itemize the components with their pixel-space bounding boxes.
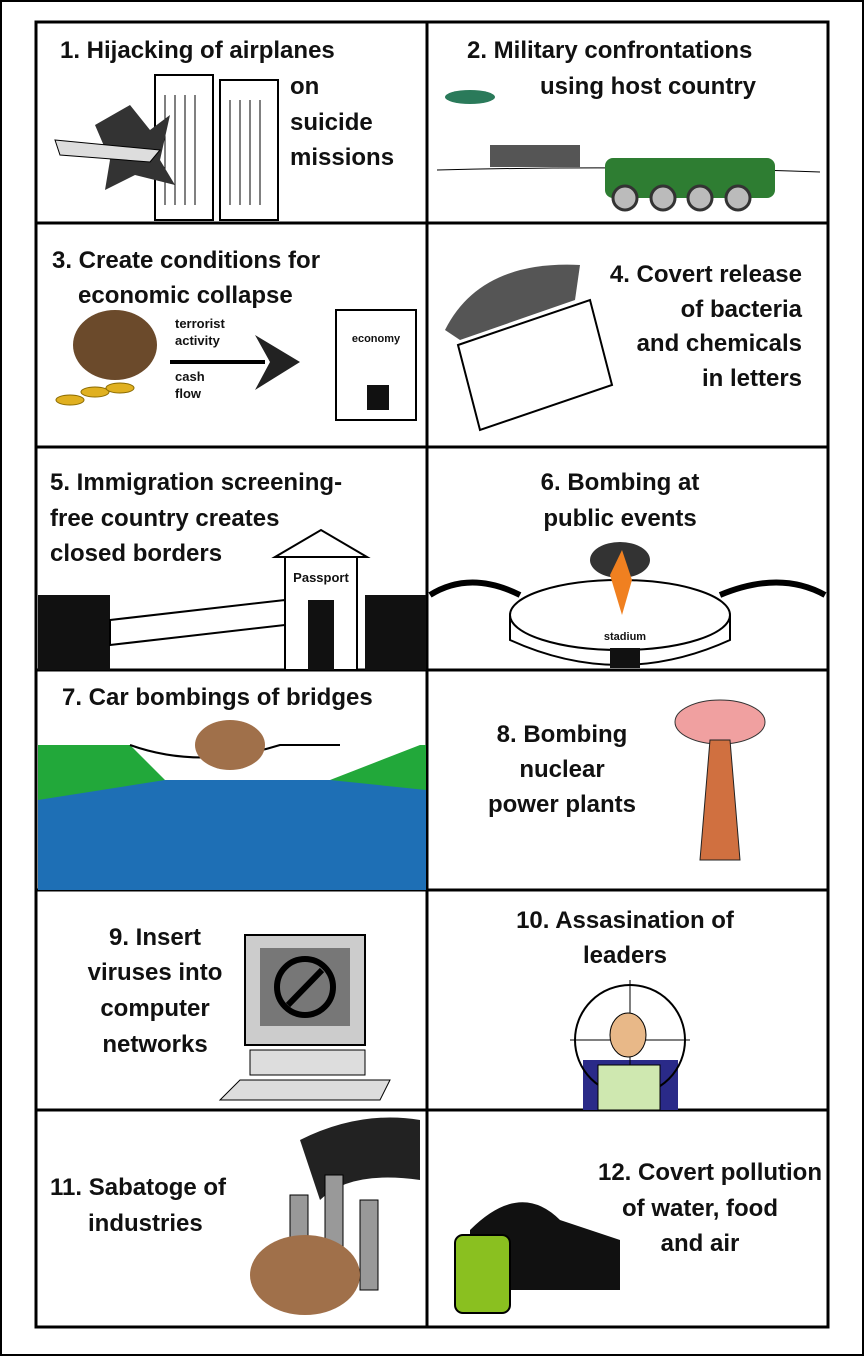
panel-title: and air xyxy=(661,1230,740,1257)
label: stadium xyxy=(604,631,646,643)
panel-title: nuclear xyxy=(519,756,604,783)
label: terrorist xyxy=(175,316,226,331)
panel-title: in letters xyxy=(702,365,802,392)
panel-title: 8. Bombing xyxy=(497,721,628,748)
panel-title: 7. Car bombings of bridges xyxy=(62,684,373,711)
panel-title: missions xyxy=(290,144,394,171)
panel-title: 12. Covert pollution xyxy=(598,1159,822,1186)
panel-title: 3. Create conditions for xyxy=(52,247,320,274)
label: activity xyxy=(175,333,221,348)
panel-title: 1. Hijacking of airplanes xyxy=(60,37,335,64)
panel-title: 9. Insert xyxy=(109,924,201,951)
panel-title: 4. Covert release xyxy=(610,261,802,288)
panel-title: industries xyxy=(88,1210,203,1237)
panel-title: viruses into xyxy=(88,959,223,986)
panel-title: using host country xyxy=(540,73,757,100)
panel-title: 11. Sabatoge of xyxy=(50,1174,227,1201)
panel-title: and chemicals xyxy=(637,330,802,357)
panel-title: of bacteria xyxy=(681,296,803,323)
panel-title: power plants xyxy=(488,791,636,818)
label: cash xyxy=(175,369,205,384)
panel-title: of water, food xyxy=(622,1195,778,1222)
panel-title: economic collapse xyxy=(78,282,293,309)
panel-title: free country creates xyxy=(50,505,279,532)
panel-title: computer xyxy=(100,995,209,1022)
label: flow xyxy=(175,386,202,401)
label: economy xyxy=(352,333,401,345)
panel-title: 6. Bombing at xyxy=(541,469,700,496)
panel-title: suicide xyxy=(290,109,373,136)
poster: 1. Hijacking of airplanes on suicide mis… xyxy=(0,0,865,1356)
panel-title: public events xyxy=(543,505,696,532)
panel-title: 10. Assasination of xyxy=(516,907,735,934)
panel-title: on xyxy=(290,73,319,100)
label: Passport xyxy=(293,570,349,585)
panel-title: closed borders xyxy=(50,540,222,567)
panel-title: 2. Military confrontations xyxy=(467,37,752,64)
panel-title: 5. Immigration screening- xyxy=(50,469,342,496)
panel-title: leaders xyxy=(583,942,667,969)
panel-title: networks xyxy=(102,1031,207,1058)
